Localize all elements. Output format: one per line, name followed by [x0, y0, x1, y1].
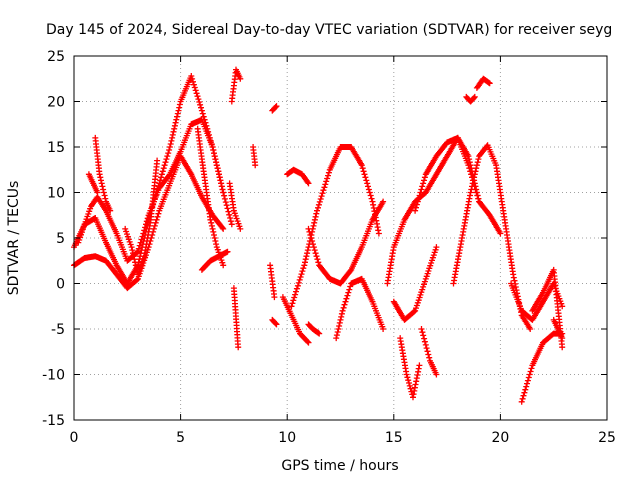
data-point-markers	[122, 157, 161, 278]
series-track-28	[463, 93, 478, 105]
data-point-markers	[288, 144, 382, 310]
x-tick-label: 10	[278, 430, 296, 446]
series-track-15	[269, 316, 280, 328]
x-tick-label: 15	[385, 430, 403, 446]
y-tick-label: 20	[47, 95, 65, 111]
series-track-24	[397, 335, 423, 401]
series-track-6	[122, 157, 161, 278]
data-point-markers	[250, 144, 259, 169]
series-track-18	[305, 321, 323, 337]
data-point-markers	[269, 316, 280, 328]
data-point-markers	[550, 316, 566, 342]
series-track-3	[75, 116, 227, 264]
series-track-12	[250, 144, 259, 169]
data-point-markers	[269, 103, 280, 114]
y-axis-label: SDTVAR / TECUs	[6, 181, 22, 296]
y-tick-label: -15	[42, 413, 65, 429]
series-track-20	[288, 144, 382, 310]
series-track-29	[473, 75, 493, 91]
series-track-16	[284, 166, 312, 187]
y-tick-label: -10	[42, 368, 65, 384]
series-track-31	[518, 330, 566, 405]
series-track-7	[194, 125, 227, 269]
y-tick-label: 10	[47, 186, 65, 202]
data-point-markers	[397, 335, 423, 401]
x-tick-label: 25	[598, 430, 616, 446]
y-tick-label: 25	[47, 49, 65, 65]
data-point-markers	[226, 180, 244, 232]
x-axis-label: GPS time / hours	[281, 458, 398, 474]
data-point-markers	[305, 321, 323, 337]
data-point-markers	[92, 134, 114, 214]
data-point-markers	[198, 248, 231, 273]
data-point-markers	[267, 262, 278, 301]
data-points	[71, 66, 566, 405]
series-track-10	[230, 285, 242, 351]
data-point-markers	[284, 166, 312, 187]
data-point-markers	[418, 326, 440, 378]
x-tick-label: 0	[70, 430, 79, 446]
series-track-23	[390, 244, 440, 323]
data-point-markers	[85, 171, 101, 196]
data-point-markers	[194, 125, 227, 269]
y-tick-label: 15	[47, 140, 65, 156]
axes: 0 5 10 15 20 25 25 20 15 10 5 0 -5 -10 -15	[42, 49, 616, 446]
y-tick-label: 5	[56, 231, 65, 247]
x-tick-label: 20	[491, 430, 509, 446]
y-tick-label: 0	[56, 277, 65, 293]
series-track-8	[198, 248, 231, 273]
data-point-markers	[463, 93, 478, 105]
y-tick-label: -5	[51, 322, 65, 338]
data-point-markers	[390, 244, 440, 323]
series-track-5	[85, 171, 101, 196]
series-track-21	[333, 275, 387, 342]
data-point-markers	[228, 66, 244, 105]
series-track-17	[279, 294, 312, 346]
series-track-25	[418, 326, 440, 378]
series-track-4	[92, 134, 114, 214]
series-track-14	[267, 262, 278, 301]
x-tick-label: 5	[176, 430, 185, 446]
data-point-markers	[473, 75, 493, 91]
chart-title: Day 145 of 2024, Sidereal Day-to-day VTE…	[46, 22, 612, 38]
series-track-33	[550, 316, 566, 342]
data-point-markers	[75, 116, 227, 264]
data-point-markers	[518, 330, 566, 405]
series-track-11	[226, 180, 244, 232]
data-point-markers	[333, 275, 387, 342]
series-track-9	[228, 66, 244, 105]
data-point-markers	[230, 285, 242, 351]
series-track-13	[269, 103, 280, 114]
data-point-markers	[279, 294, 312, 346]
